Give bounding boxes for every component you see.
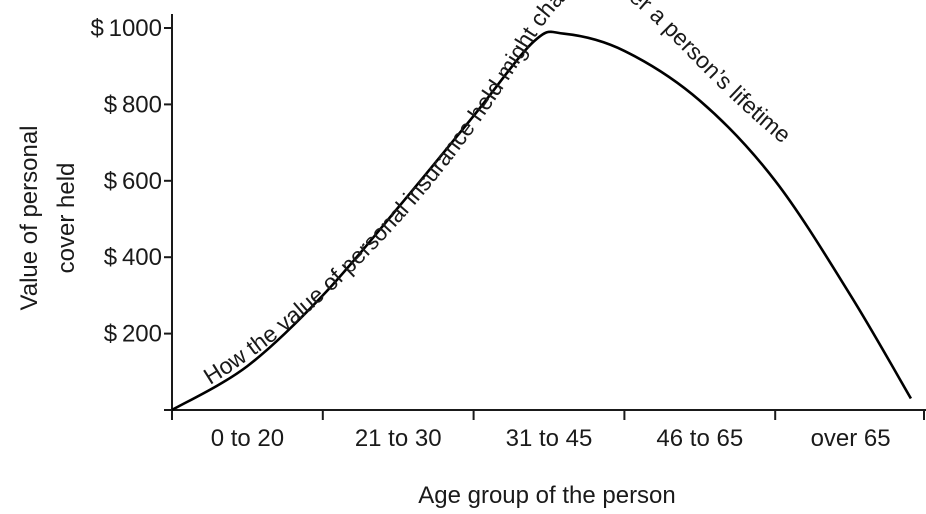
curve-label: How the value of personal insurance held… [199, 0, 796, 389]
x-tick-label-4: 46 to 65 [656, 425, 743, 452]
y-tick-label-400: $ 400 [104, 244, 162, 271]
curve-label-text: How the value of personal insurance held… [199, 0, 796, 389]
y-ticks: $ 200 $ 400 $ 600 $ 800 $ 1000 [90, 15, 172, 348]
y-axis-title-line-2: cover held [53, 163, 80, 274]
x-tick-label-3: 31 to 45 [506, 425, 593, 452]
x-tick-label-1: 0 to 20 [211, 425, 284, 452]
series-line [171, 30, 913, 412]
y-axis-title-line-1: Value of personal [16, 125, 43, 310]
x-axis-title: Age group of the person [418, 482, 676, 509]
x-ticks: 0 to 20 21 to 30 31 to 45 46 to 65 over 65 [171, 410, 925, 452]
y-tick-label-800: $ 800 [104, 91, 162, 118]
y-tick-label-200: $ 200 [104, 321, 162, 348]
y-tick-label-600: $ 600 [104, 168, 162, 195]
x-tick-label-2: 21 to 30 [355, 425, 442, 452]
y-tick-label-1000: $ 1000 [90, 15, 162, 42]
x-tick-label-5: over 65 [811, 425, 891, 452]
